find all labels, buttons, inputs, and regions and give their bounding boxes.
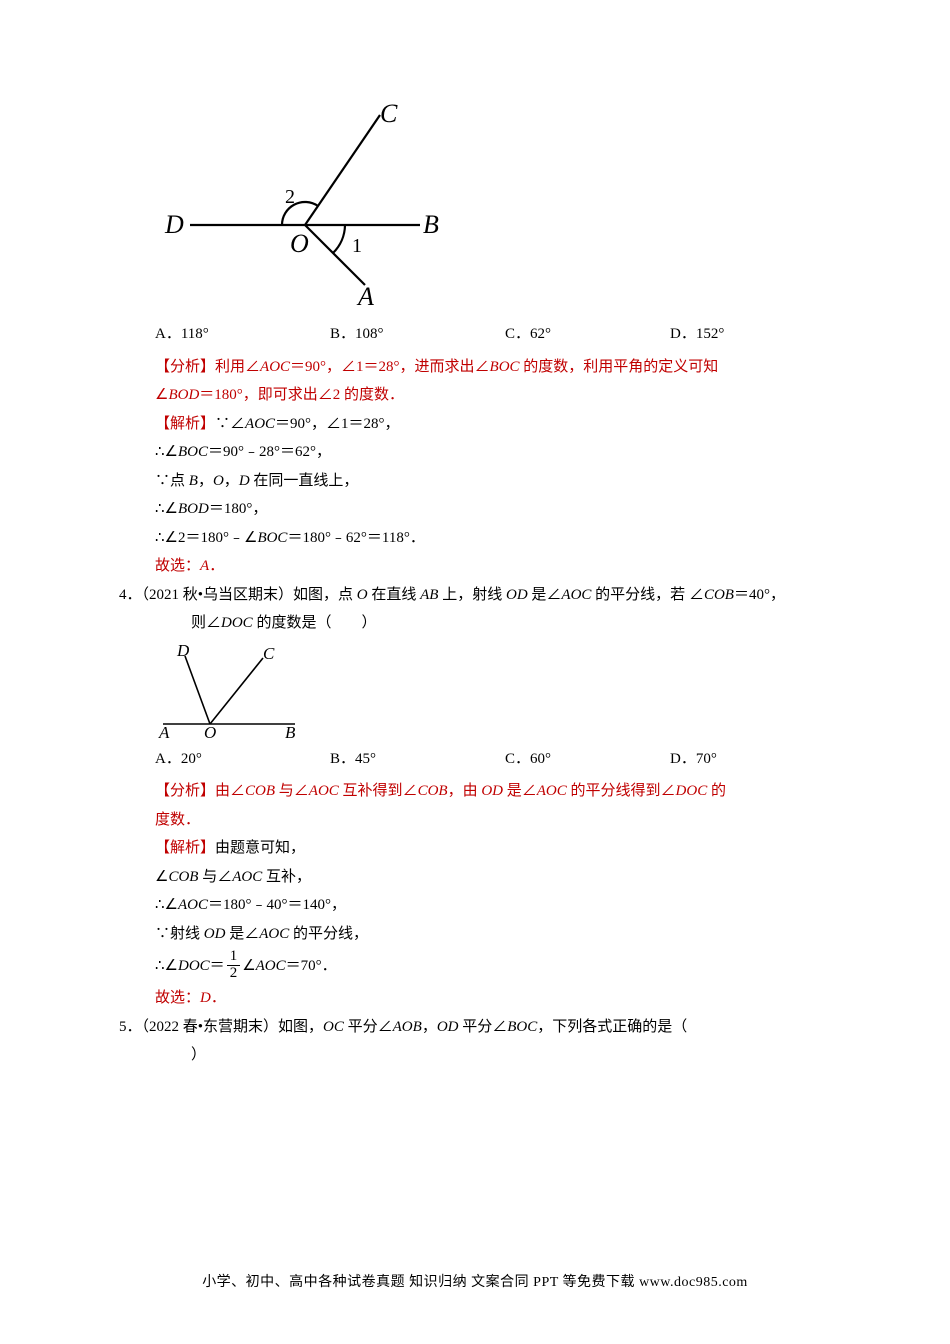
q4-options: A．20° B．45° C．60° D．70° [155, 745, 795, 774]
q4-diagram: D C A O B [155, 644, 795, 739]
q5-stem: 5．（2022 春•东营期末）如图，OC 平分∠AOB，OD 平分∠BOC，下列… [155, 1013, 795, 1070]
q4-label-C: C [263, 644, 275, 663]
q3-answer: 故选：A． [155, 552, 795, 581]
q4-analysis: 【分析】由∠COB 与∠AOC 互补得到∠COB，由 OD 是∠AOC 的平分线… [155, 777, 795, 806]
label-B: B [423, 210, 439, 239]
q4-opt-a: A．20° [155, 745, 330, 774]
q4-sol-l1: ∠COB 与∠AOC 互补， [155, 863, 795, 892]
fraction-half: 12 [227, 949, 241, 982]
q3-sol-l1: 【解析】∵∠AOC＝90°，∠1＝28°， [155, 410, 795, 439]
q4-label-O: O [204, 723, 216, 739]
page-footer: 小学、初中、高中各种试卷真题 知识归纳 文案合同 PPT 等免费下载 www.d… [155, 1270, 795, 1297]
q3-analysis: 【分析】利用∠AOC＝90°，∠1＝28°，进而求出∠BOC 的度数，利用平角的… [155, 353, 795, 382]
q4-sol-l4: ∴∠DOC＝12∠AOC＝70°． [155, 948, 795, 984]
q4-sol-l3: ∵射线 OD 是∠AOC 的平分线， [155, 920, 795, 949]
q4-sol-l2: ∴∠AOC＝180°﹣40°＝140°， [155, 891, 795, 920]
q4-answer: 故选：D． [155, 984, 795, 1013]
q3-opt-a: A．118° [155, 320, 330, 349]
label-C: C [380, 100, 398, 128]
q3-diagram: C D O B A 2 1 [155, 100, 795, 310]
label-angle2: 2 [285, 186, 295, 208]
q3-sol-l4: ∴∠BOD＝180°， [155, 495, 795, 524]
q4-opt-c: C．60° [505, 745, 670, 774]
q3-options: A．118° B．108° C．62° D．152° [155, 320, 795, 349]
q3-opt-d: D．152° [670, 320, 724, 349]
q4-analysis-l2: 度数． [155, 806, 795, 835]
label-O: O [290, 229, 309, 258]
label-angle1: 1 [352, 235, 362, 257]
q4-label-A: A [158, 723, 170, 739]
q4-stem: 4．（2021 秋•乌当区期末）如图，点 O 在直线 AB 上，射线 OD 是∠… [155, 581, 795, 638]
footer-text: 小学、初中、高中各种试卷真题 知识归纳 文案合同 PPT 等免费下载 [202, 1275, 639, 1290]
footer-url: www.doc985.com [639, 1275, 748, 1290]
q4-sol-l0: 【解析】由题意可知， [155, 834, 795, 863]
label-A: A [356, 282, 374, 310]
analysis-label: 【分析】 [155, 359, 215, 375]
q4-label-B: B [285, 723, 296, 739]
q4-opt-b: B．45° [330, 745, 505, 774]
q3-sol-l3: ∵点 B，O，D 在同一直线上， [155, 467, 795, 496]
q3-opt-b: B．108° [330, 320, 505, 349]
q3-sol-l5: ∴∠2＝180°﹣∠BOC＝180°﹣62°＝118°． [155, 524, 795, 553]
q3-sol-l2: ∴∠BOC＝90°﹣28°＝62°， [155, 438, 795, 467]
q3-analysis-l2: ∠BOD＝180°，即可求出∠2 的度数． [155, 381, 795, 410]
q3-opt-c: C．62° [505, 320, 670, 349]
q4-label-D: D [176, 644, 190, 660]
label-D: D [164, 210, 184, 239]
q4-opt-d: D．70° [670, 745, 717, 774]
